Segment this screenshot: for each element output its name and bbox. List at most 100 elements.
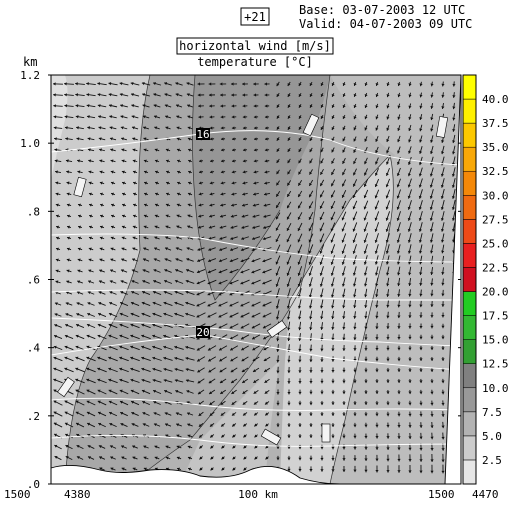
wind-arrow [174,345,184,350]
wind-arrow [207,312,217,318]
y-tick-label: 1.0 [20,137,40,150]
wind-arrow [441,389,445,395]
wind-arrow [452,102,456,110]
wind-arrow [429,211,434,221]
wind-arrow [131,269,139,273]
wind-arrow [441,345,445,351]
isotherm-label-16: 16 [196,128,209,141]
wind-arrow [287,158,291,164]
wind-arrow [174,301,184,306]
wind-arrow [209,434,215,438]
wind-arrow [353,92,357,98]
chart-title: horizontal wind [m/s] [179,39,331,53]
wind-arrow [141,323,151,329]
wind-arrow [319,179,325,187]
wind-arrow [229,258,239,263]
wind-arrow [419,146,423,154]
wind-arrow [119,334,129,340]
wind-arrow [176,456,182,460]
wind-arrow [130,389,140,395]
wind-arrow [77,236,83,240]
wind-arrow [309,158,313,164]
wind-arrow [363,200,369,210]
wind-arrow [440,200,445,210]
wind-arrow [308,201,314,209]
wind-arrow [53,356,63,362]
wind-arrow [408,103,412,109]
wind-arrow [330,277,335,287]
wind-arrow [143,456,149,460]
wind-arrow [119,301,129,306]
colorbar-label: 20.0 [482,286,509,299]
wind-arrow [121,203,127,207]
colorbar-swatch [462,170,477,196]
wind-arrow [86,323,96,329]
wind-arrow [242,159,248,163]
wind-arrow [208,367,216,373]
wind-arrow [375,146,379,154]
wind-arrow [253,378,259,384]
wind-arrow [353,103,357,109]
wind-arrow [408,146,412,154]
wind-arrow [88,258,94,262]
colorbar-swatch [462,146,477,172]
wind-arrow [175,389,183,394]
wind-arrow [53,115,63,119]
wind-arrow [276,137,280,141]
wind-arrow [242,401,248,405]
wind-arrow [397,465,401,473]
wind-arrow [75,411,85,417]
wind-arrow [231,400,237,406]
wind-arrow [353,157,357,165]
wind-arrow [396,255,401,265]
isotherm-21 [51,397,461,411]
wind-arrow [253,93,259,97]
wind-arrow [141,367,151,372]
wind-arrow [121,467,127,471]
wind-arrow [396,167,401,177]
wind-arrow [275,255,281,265]
wind-arrow [209,170,215,174]
wind-arrow [121,214,127,218]
wind-arrow [352,222,358,232]
wind-arrow [363,179,369,187]
wind-arrow [441,400,445,406]
wind-arrow [264,148,270,152]
wind-arrow [209,400,215,406]
wind-arrow [375,356,379,362]
wind-arrow [451,189,456,199]
wind-arrow [252,203,260,207]
wind-arrow [386,157,390,165]
wind-arrow [185,379,195,383]
wind-arrow [110,192,116,196]
wind-arrow [298,411,302,417]
wind-arrow [242,82,248,86]
wind-arrow [320,92,324,98]
wind-arrow [264,159,270,163]
colorbar-swatch [462,411,477,437]
wind-arrow [54,302,62,306]
shade-region-light [280,155,394,484]
wind-arrow [319,190,325,198]
wind-arrow [99,203,105,207]
wind-arrow [287,169,291,175]
wind-arrow [297,277,302,287]
wind-arrow [229,301,239,307]
wind-arrow [298,115,302,119]
wind-arrow [342,299,346,309]
wind-arrow [54,455,62,461]
wind-arrow [385,255,390,265]
wind-arrow [165,126,171,130]
isotherm-20 [51,334,461,371]
wind-arrow [176,159,182,163]
wind-arrow [108,104,118,108]
wind-arrow [110,258,116,262]
wind-arrow [397,300,401,308]
wind-arrow [430,356,434,362]
wind-arrow [264,115,270,119]
wind-arrow [452,145,456,155]
wind-arrow [119,367,129,373]
wind-arrow [143,203,149,207]
wind-arrow [386,266,390,276]
wind-arrow [331,92,335,98]
